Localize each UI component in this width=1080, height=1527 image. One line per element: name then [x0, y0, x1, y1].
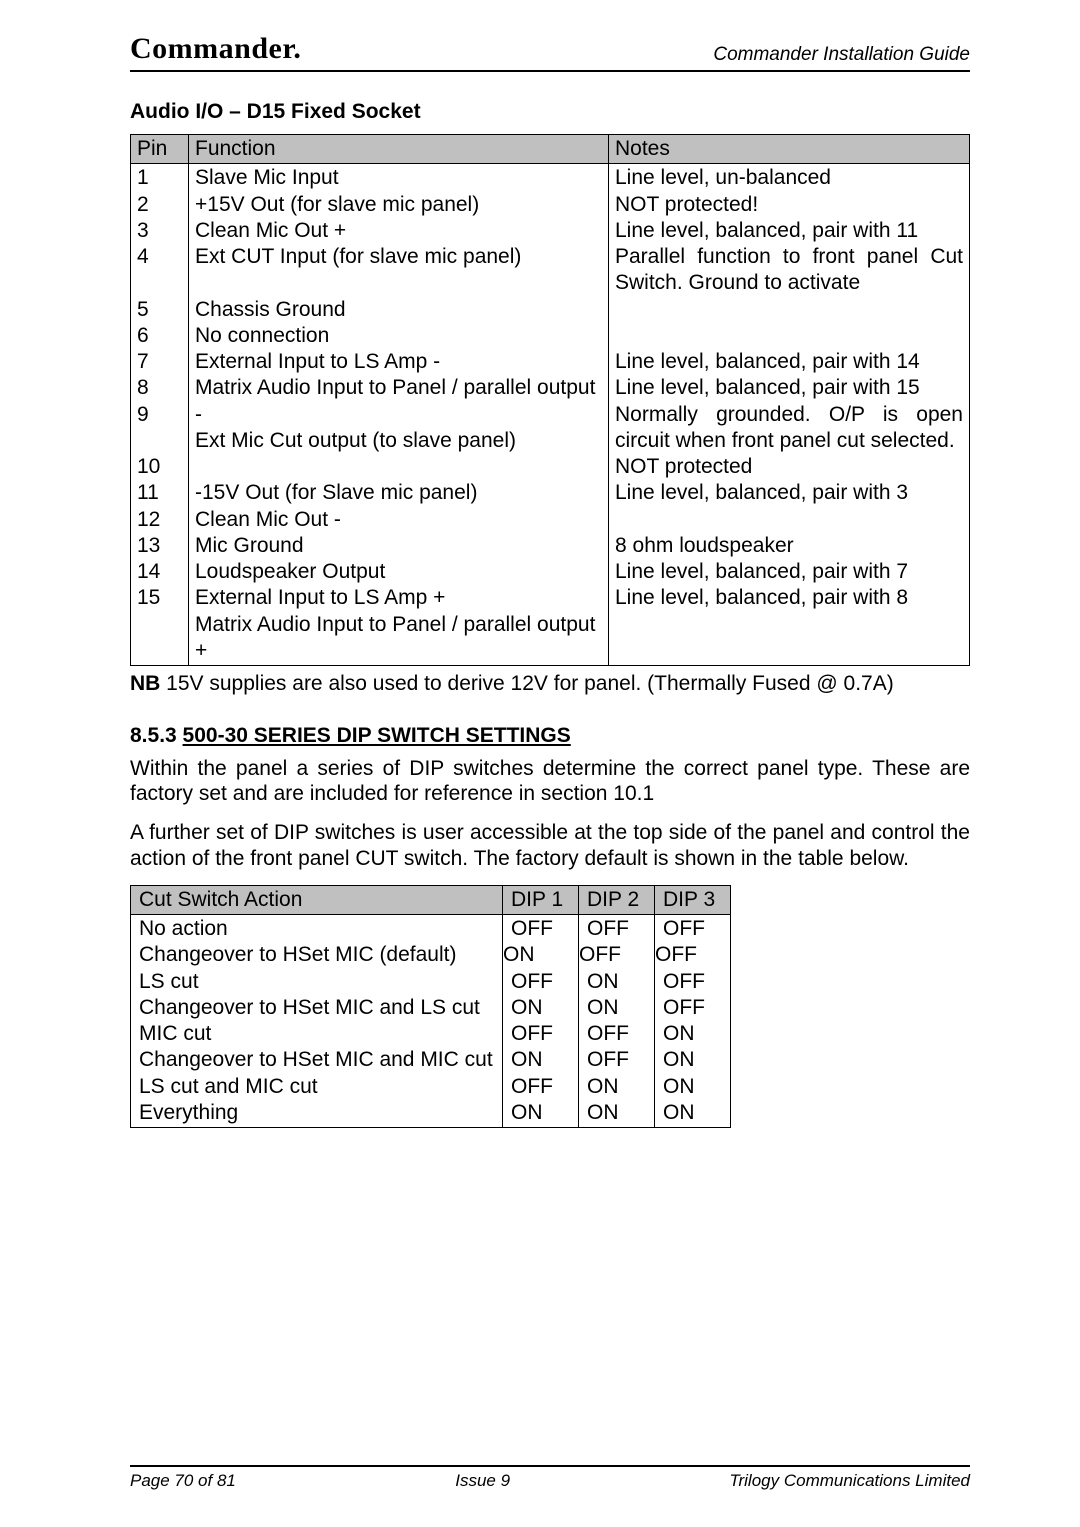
audio-io-title: Audio I/O – D15 Fixed Socket: [130, 100, 970, 124]
dip-section-heading: 8.5.3 500-30 SERIES DIP SWITCH SETTINGS: [130, 724, 970, 748]
footer-center: Issue 9: [455, 1471, 510, 1491]
function-cell: Slave Mic Input+15V Out (for slave mic p…: [189, 164, 609, 666]
page-header: Commander. Commander Installation Guide: [130, 32, 970, 72]
pin-header: Pin: [131, 135, 189, 164]
dip2-header: DIP 2: [579, 885, 655, 914]
dip1-header: DIP 1: [503, 885, 579, 914]
dip-para-2: A further set of DIP switches is user ac…: [130, 820, 970, 870]
notes-cell: Line level, un-balancedNOT protected!Lin…: [609, 164, 970, 666]
brand-logo: Commander.: [130, 32, 301, 66]
dip-para-1: Within the panel a series of DIP switche…: [130, 756, 970, 806]
dip-switch-table: Cut Switch Action DIP 1 DIP 2 DIP 3 No a…: [130, 885, 731, 1128]
dip-action-header: Cut Switch Action: [131, 885, 503, 914]
dip3-cell: OFFOFFOFFOFFONONONON: [655, 915, 731, 1128]
dip2-cell: OFFOFFONONOFFOFFONON: [579, 915, 655, 1128]
nb-label: NB: [130, 672, 160, 695]
footer-right: Trilogy Communications Limited: [729, 1471, 970, 1491]
dip3-header: DIP 3: [655, 885, 731, 914]
nb-note: NB 15V supplies are also used to derive …: [130, 672, 970, 696]
audio-io-table: Pin Function Notes 1234 56789 1011121314…: [130, 134, 970, 666]
dip1-cell: OFFONOFFONOFFONOFFON: [503, 915, 579, 1128]
page-footer: Page 70 of 81 Issue 9 Trilogy Communicat…: [130, 1465, 970, 1491]
dip-section-number: 8.5.3: [130, 724, 183, 747]
dip-action-cell: No actionChangeover to HSet MIC (default…: [131, 915, 503, 1128]
dip-section-title: 500-30 SERIES DIP SWITCH SETTINGS: [183, 724, 571, 747]
nb-text: 15V supplies are also used to derive 12V…: [160, 672, 893, 695]
pin-cell: 1234 56789 101112131415: [131, 164, 189, 666]
notes-header: Notes: [609, 135, 970, 164]
function-header: Function: [189, 135, 609, 164]
footer-left: Page 70 of 81: [130, 1471, 236, 1491]
doc-title: Commander Installation Guide: [713, 44, 970, 66]
